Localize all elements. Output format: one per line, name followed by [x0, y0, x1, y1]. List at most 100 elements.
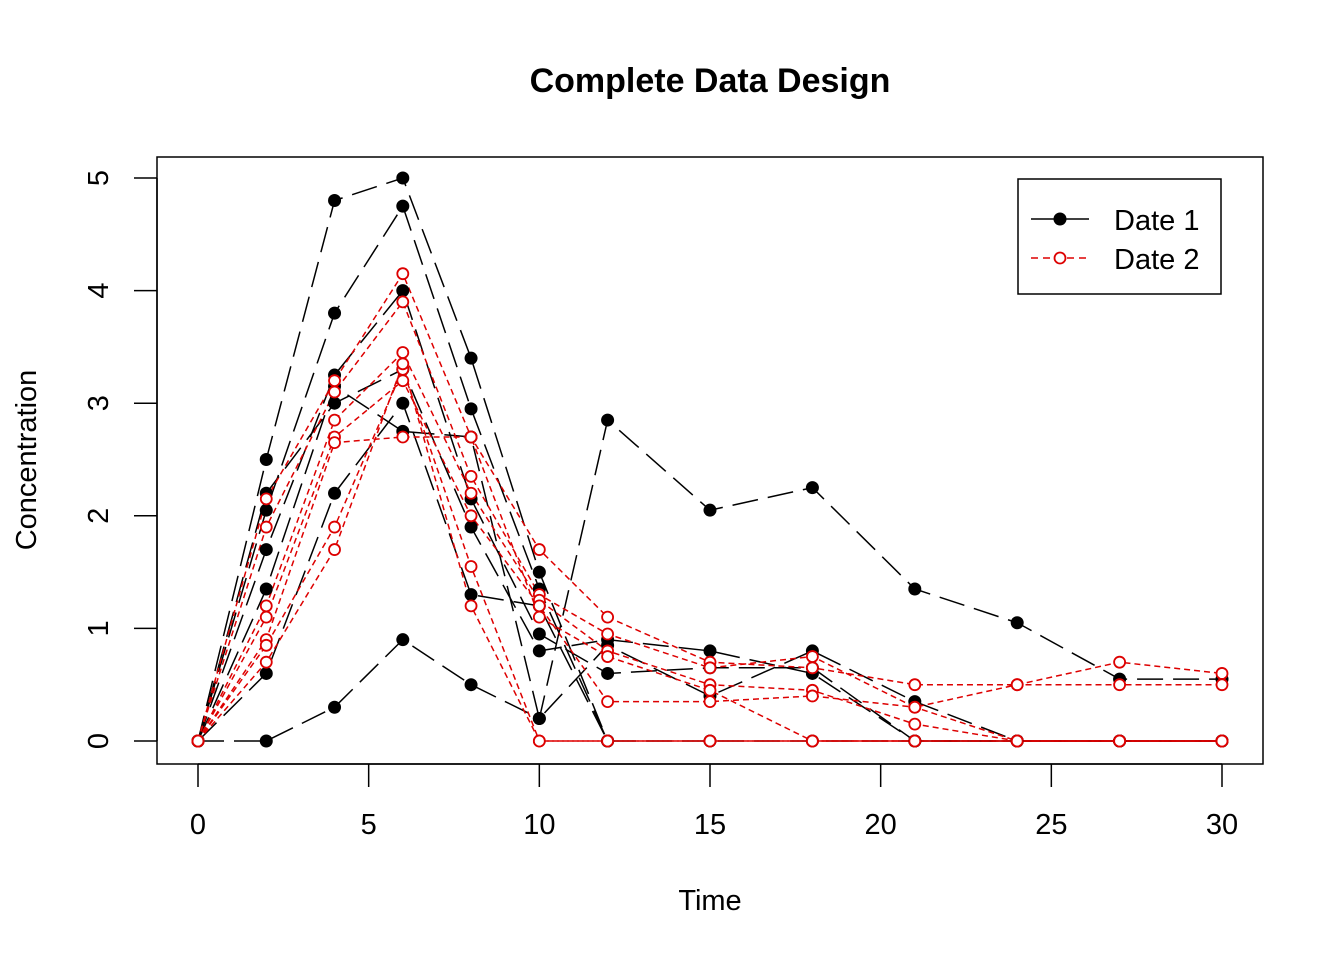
- data-point-date-2: [703, 734, 717, 748]
- data-point-date-1: [328, 306, 342, 320]
- y-tick-label: 5: [83, 170, 115, 186]
- legend-label-date-2: Date 2: [1114, 244, 1199, 276]
- data-point-date-2: [806, 650, 819, 663]
- data-point-date-2: [532, 543, 546, 556]
- data-point-date-2: [328, 543, 341, 556]
- data-point-date-2: [806, 661, 819, 675]
- data-point-date-2: [1113, 678, 1126, 692]
- data-point-date-2: [601, 695, 614, 708]
- data-point-date-2: [601, 734, 614, 748]
- data-point-date-2: [806, 734, 819, 748]
- y-tick-label: 4: [83, 283, 115, 299]
- data-point-date-2: [601, 610, 614, 624]
- data-point-date-2: [908, 678, 922, 692]
- legend-box: [1017, 178, 1222, 295]
- legend-marker-date-2: [1053, 251, 1067, 265]
- x-tick-label: 20: [865, 809, 897, 841]
- data-point-date-2: [806, 689, 819, 703]
- data-point-date-2: [601, 627, 614, 641]
- data-point-date-1: [464, 588, 478, 602]
- data-point-date-1: [601, 413, 615, 427]
- data-point-date-1: [259, 734, 273, 748]
- x-tick-label: 5: [361, 809, 377, 841]
- data-point-date-2: [464, 430, 478, 444]
- x-tick-label: 0: [190, 809, 206, 841]
- data-point-date-2: [1215, 678, 1229, 692]
- data-point-date-2: [328, 520, 341, 534]
- data-point-date-2: [191, 734, 205, 748]
- y-tick-label: 1: [83, 620, 115, 636]
- y-axis: 0 1 2 3 4 5: [83, 170, 158, 749]
- y-tick-label: 2: [83, 508, 115, 524]
- data-point-date-1: [601, 666, 615, 680]
- data-point-date-2: [1010, 678, 1024, 692]
- data-point-date-2: [532, 734, 546, 748]
- data-point-date-1: [703, 503, 717, 517]
- series-line-date-1-subject-2: [197, 177, 609, 742]
- data-point-date-1: [328, 486, 342, 500]
- data-point-date-2: [464, 599, 478, 613]
- data-point-date-2: [1010, 734, 1024, 748]
- x-tick-label: 15: [694, 809, 726, 841]
- data-point-date-2: [1113, 655, 1126, 669]
- legend-label-date-1: Date 1: [1114, 205, 1199, 237]
- data-point-date-1: [908, 582, 922, 596]
- data-point-date-1: [805, 481, 819, 495]
- data-point-date-1: [532, 711, 546, 725]
- data-point-date-2: [259, 520, 273, 534]
- data-point-date-2: [532, 610, 546, 624]
- data-point-date-1: [532, 627, 546, 641]
- data-point-date-2: [396, 267, 410, 281]
- data-point-date-2: [703, 683, 717, 697]
- data-point-date-2: [1215, 667, 1229, 680]
- data-point-date-1: [328, 700, 342, 714]
- data-point-date-2: [259, 599, 273, 613]
- data-point-date-2: [396, 295, 410, 309]
- x-tick-label: 25: [1035, 809, 1067, 841]
- data-point-date-2: [532, 599, 546, 613]
- data-point-date-2: [908, 734, 922, 748]
- data-point-date-1: [532, 565, 546, 579]
- data-point-date-1: [259, 453, 273, 466]
- data-point-date-2: [396, 374, 410, 388]
- data-point-date-2: [908, 717, 922, 731]
- data-point-date-2: [396, 357, 410, 371]
- y-tick-label: 3: [83, 395, 115, 411]
- data-point-date-1: [464, 402, 478, 416]
- series-layer: [191, 171, 1229, 748]
- data-point-date-1: [259, 582, 273, 596]
- data-point-date-2: [464, 486, 478, 500]
- x-tick-label: 10: [523, 809, 555, 841]
- data-point-date-2: [464, 509, 478, 523]
- data-point-date-2: [703, 695, 717, 708]
- legend-marker-date-1: [1053, 212, 1067, 226]
- data-point-date-1: [464, 520, 478, 534]
- data-point-date-1: [259, 666, 273, 680]
- data-point-date-1: [703, 644, 717, 658]
- data-point-date-2: [396, 346, 410, 359]
- data-point-date-2: [464, 469, 478, 483]
- data-point-date-2: [259, 655, 273, 669]
- data-point-date-2: [328, 374, 341, 388]
- data-point-date-1: [328, 194, 342, 208]
- data-point-date-1: [396, 199, 410, 213]
- data-point-date-2: [328, 436, 341, 450]
- data-point-date-2: [464, 560, 478, 573]
- data-point-date-1: [259, 503, 273, 517]
- data-point-date-2: [908, 700, 922, 714]
- data-point-date-1: [259, 543, 273, 557]
- data-point-date-1: [532, 644, 546, 658]
- data-point-date-2: [1113, 734, 1126, 748]
- x-axis: 0 5 10 15 20 25 30: [190, 763, 1238, 841]
- data-point-date-1: [396, 633, 410, 647]
- data-point-date-2: [328, 385, 341, 399]
- data-point-date-2: [396, 430, 410, 444]
- data-point-date-1: [328, 396, 342, 410]
- data-point-date-2: [259, 492, 273, 506]
- data-point-date-1: [464, 351, 478, 365]
- data-point-date-1: [396, 284, 410, 298]
- data-point-date-1: [464, 678, 478, 692]
- legend: Date 1 Date 2: [1017, 178, 1222, 295]
- data-point-date-2: [1215, 734, 1229, 748]
